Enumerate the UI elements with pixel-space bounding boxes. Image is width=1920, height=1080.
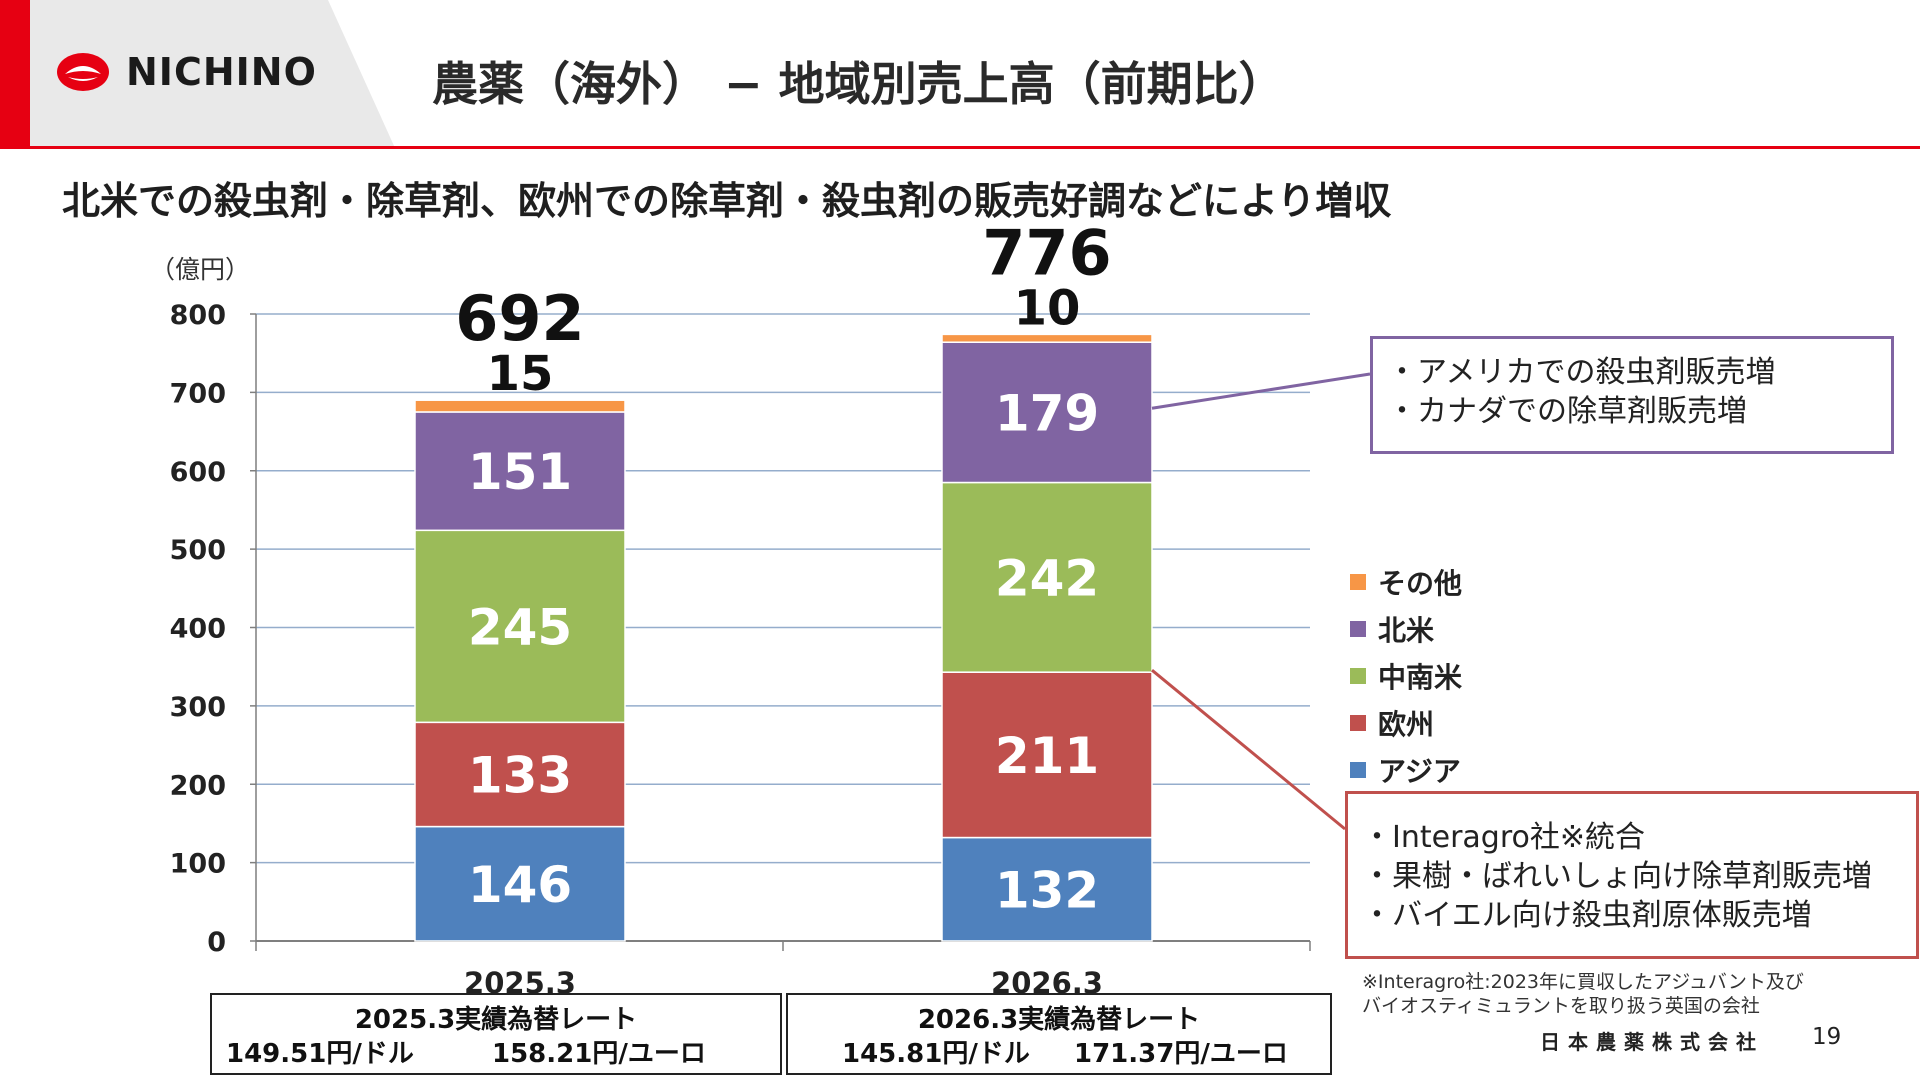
exchange-rate-box-2025: 2025.3実績為替レート 149.51円/ドル 158.21円/ユーロ (210, 993, 782, 1075)
brand-red-strip (0, 0, 30, 148)
legend-item: 中南米 (1350, 652, 1462, 699)
bar-segment (414, 529, 626, 724)
y-tick-label: 300 (170, 692, 226, 723)
legend-swatch (1350, 620, 1366, 637)
bar-segment (414, 411, 626, 532)
legend-swatch (1350, 761, 1366, 778)
y-tick-label: 100 (170, 849, 226, 880)
rate-eur: 171.37円/ユーロ (1074, 1039, 1288, 1069)
y-tick-label: 800 (170, 300, 226, 331)
bar-segment (414, 399, 626, 413)
segment-value-label: 146 (468, 856, 572, 914)
header-band (30, 0, 395, 148)
legend-label: 北米 (1378, 613, 1435, 647)
rate-usd: 149.51円/ドル (226, 1039, 414, 1069)
bar-segment (414, 825, 626, 942)
nichino-logo-icon (57, 53, 109, 91)
bar-segment (941, 481, 1153, 673)
footnote: ※Interagro社:2023年に買収したアジュバント及び バイオスティミュラ… (1362, 970, 1804, 1018)
segment-value-label: 245 (468, 598, 572, 656)
legend-swatch (1350, 714, 1366, 731)
segment-value-label: 242 (995, 549, 1099, 607)
y-tick-label: 200 (170, 770, 226, 801)
legend-swatch (1350, 667, 1366, 684)
legend-item: アジア (1350, 746, 1462, 793)
legend-label: アジア (1378, 754, 1461, 788)
y-axis-ticks: 0 100 200 300 400 500 600 700 800 (170, 300, 226, 958)
callout-line: ・果樹・ばれいしょ向け除草剤販売増 (1362, 859, 1872, 894)
callout-north-america: ・アメリカでの殺虫剤販売増 ・カナダでの除草剤販売増 (1370, 336, 1894, 454)
segment-value-label: 151 (468, 443, 572, 501)
segment-value-label: 132 (995, 861, 1099, 919)
rate-title: 2026.3実績為替レート (917, 1005, 1201, 1035)
footnote-line: ※Interagro社:2023年に買収したアジュバント及び (1362, 971, 1804, 993)
bar-segment (941, 671, 1153, 839)
total-value-label: 692 (455, 282, 584, 355)
chart-legend: その他北米中南米欧州アジア (1350, 558, 1462, 793)
rate-title: 2025.3実績為替レート (354, 1005, 638, 1035)
slide-subtitle: 北米での殺虫剤・除草剤、欧州での除草剤・殺虫剤の販売好調などにより増収 (62, 179, 1392, 223)
page-title: 農薬（海外） − 地域別売上高（前期比） (432, 57, 1285, 111)
bar-segment (941, 836, 1153, 942)
callout-leaders (1151, 372, 1371, 831)
header-divider (0, 146, 1920, 149)
slide-header: NICHINO 農薬（海外） − 地域別売上高（前期比） (0, 0, 1920, 149)
callout-line: ・バイエル向け殺虫剤原体販売増 (1362, 898, 1812, 933)
legend-label: 中南米 (1378, 660, 1463, 694)
legend-swatch (1350, 573, 1366, 590)
callout-line: ・カナダでの除草剤販売増 (1387, 394, 1747, 429)
callout-europe: ・Interagro社※統合・果樹・ばれいしょ向け除草剤販売増 ・バイエル向け殺虫… (1345, 791, 1919, 959)
exchange-rate-box-2026: 2026.3実績為替レート 145.81円/ドル 171.37円/ユーロ (786, 993, 1332, 1075)
other-value-label: 15 (487, 346, 554, 402)
y-tick-label: 500 (170, 535, 226, 566)
y-tick-label: 700 (170, 378, 226, 409)
bar-segment (414, 721, 626, 828)
y-tick-label: 600 (170, 457, 226, 488)
callout-line: ・Interagro社※統合 (1362, 820, 1646, 855)
segment-value-label: 133 (468, 746, 572, 804)
company-name: 日本農薬株式会社 (1540, 1030, 1764, 1054)
callout-line: ・アメリカでの殺虫剤販売増 (1387, 355, 1776, 390)
segment-value-label: 179 (995, 384, 1099, 442)
bar-segment (941, 341, 1153, 484)
logo-text: NICHINO (126, 50, 317, 94)
rate-usd: 145.81円/ドル (842, 1039, 1030, 1069)
leader-line-europe (1151, 669, 1346, 831)
legend-item: 欧州 (1350, 699, 1462, 746)
legend-item: 北米 (1350, 605, 1462, 652)
total-value-label: 776 (982, 216, 1111, 289)
y-tick-label: 400 (170, 614, 226, 645)
bar-segment (941, 333, 1153, 343)
rate-eur: 158.21円/ユーロ (492, 1039, 706, 1069)
company-logo: NICHINO (56, 50, 317, 94)
other-value-label: 10 (1014, 280, 1081, 336)
page-number: 19 (1812, 1024, 1842, 1050)
legend-item: その他 (1350, 558, 1462, 605)
legend-label: その他 (1378, 566, 1463, 600)
segment-value-label: 211 (995, 727, 1099, 785)
footnote-line: バイオスティミュラントを取り扱う英国の会社 (1362, 995, 1760, 1017)
y-axis-unit: （億円） (150, 255, 250, 284)
y-tick-label: 0 (207, 927, 226, 958)
bars (414, 333, 1153, 942)
legend-label: 欧州 (1378, 707, 1435, 741)
leader-line-north-america (1151, 372, 1371, 410)
